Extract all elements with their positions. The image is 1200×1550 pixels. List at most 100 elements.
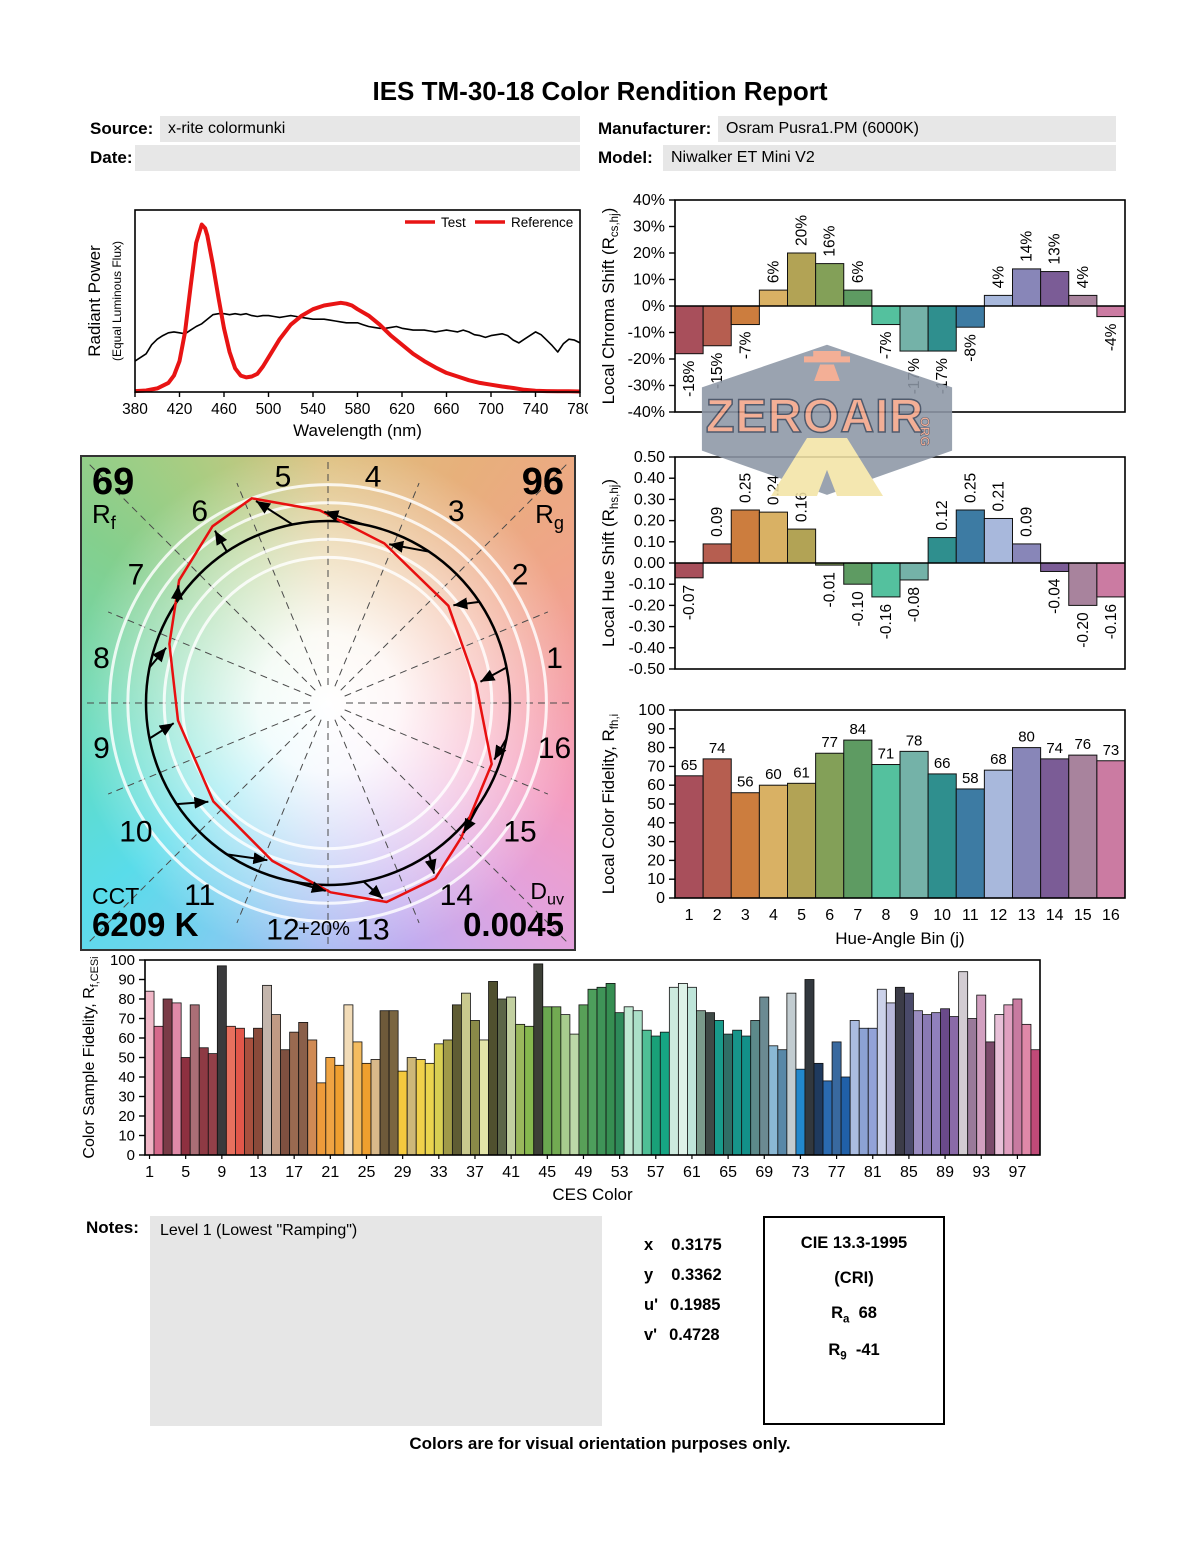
bar-label: -0.20 — [1075, 612, 1092, 648]
shift-arrow-bin-15 — [462, 803, 481, 834]
bar-ces-97 — [1012, 998, 1023, 1156]
bar-ces-64 — [714, 1020, 724, 1156]
bar-ces-77 — [831, 1041, 842, 1156]
bar-ces-23 — [343, 1004, 354, 1156]
bar-ces-61 — [687, 986, 697, 1156]
bar-value-label: 76 — [1074, 736, 1091, 753]
x-tick-label: 29 — [394, 1164, 412, 1181]
bar-bin-9 — [899, 305, 929, 352]
bar-bin-4 — [758, 784, 788, 899]
y-tick-label: 30 — [118, 1089, 135, 1106]
bar-ces-33 — [433, 1043, 444, 1156]
test-polygon — [168, 497, 493, 904]
bar-value-label: 56 — [737, 774, 754, 791]
hue-boundary-line — [236, 482, 322, 687]
bar-value-label: 61 — [793, 764, 810, 781]
bar-label: 16% — [822, 225, 839, 256]
bar-ces-39 — [488, 981, 498, 1156]
bar-bin-2 — [702, 758, 732, 899]
x-tick-label: 93 — [972, 1164, 990, 1181]
bar-bin-5 — [787, 782, 817, 899]
bar-value-label: 78 — [906, 732, 923, 749]
y-tick-label: 50 — [647, 796, 665, 813]
bar-ces-89 — [940, 1008, 950, 1156]
bar-ces-58 — [659, 1031, 670, 1156]
bar-ces-95 — [994, 1014, 1005, 1156]
bar-label: 0.12 — [934, 500, 951, 530]
bar-bin-9 — [899, 750, 929, 899]
x-tick-label: 540 — [300, 401, 326, 418]
x-tick-label: 49 — [575, 1164, 593, 1181]
bar-ces-9 — [216, 965, 227, 1156]
date-value — [135, 145, 580, 171]
x-tick-label: 11 — [962, 907, 979, 924]
x-tick-label: 81 — [864, 1164, 882, 1181]
hue-boundary-line — [344, 709, 549, 795]
hue-boundary-line — [334, 482, 420, 687]
page-title: IES TM-30-18 Color Rendition Report — [372, 76, 828, 106]
bar-ces-73 — [795, 1068, 806, 1156]
y-tick-label: 0.40 — [634, 470, 665, 487]
cvg-bin-label: 13 — [356, 914, 389, 947]
bar-ces-99 — [1030, 1049, 1041, 1156]
bar-ces-72 — [786, 992, 797, 1156]
x-tick-label: 73 — [792, 1164, 810, 1181]
bar-ces-31 — [415, 1059, 426, 1156]
rg-score: 96 Rg — [521, 461, 564, 534]
bar-label: -17% — [934, 358, 951, 394]
x-tick-label: 780 — [567, 401, 588, 418]
shift-arrow-bin-11 — [226, 852, 268, 865]
x-tick-label: 380 — [122, 401, 148, 418]
legend-reference-label: Reference — [511, 215, 573, 230]
bar-bin-2 — [702, 543, 732, 564]
hue-boundary-line — [344, 611, 549, 697]
cvg-bin-label: 6 — [191, 495, 208, 528]
y-tick-label: 100 — [638, 702, 665, 719]
bar-ces-7 — [198, 1047, 209, 1156]
notes-label: Notes: — [86, 1218, 139, 1237]
y-tick-label: 0.50 — [634, 449, 665, 466]
bar-bin-16 — [1096, 760, 1126, 899]
shift-arrow-bin-5 — [255, 500, 294, 526]
bar-label: 4% — [990, 266, 1007, 289]
bar-label: 0.25 — [962, 473, 979, 503]
bar-ces-69 — [759, 996, 770, 1156]
y-tick-label: 40% — [633, 192, 665, 209]
bar-ces-79 — [849, 1020, 860, 1156]
x-tick-label: 420 — [167, 401, 193, 418]
chromaticity-x: x 0.3175 — [644, 1236, 722, 1254]
x-axis-title: Hue-Angle Bin (j) — [835, 929, 964, 948]
bar-value-label: 74 — [1046, 740, 1063, 757]
bar-bin-8 — [871, 305, 901, 326]
cvg-bin-label: 16 — [538, 732, 571, 765]
bar-ces-59 — [668, 986, 679, 1156]
shift-arrow-bin-16 — [493, 738, 508, 761]
hue-boundary-line — [236, 719, 322, 924]
x-tick-label: 97 — [1009, 1164, 1027, 1181]
bar-label: 0.21 — [990, 481, 1007, 511]
tspan: fh,i — [609, 714, 621, 729]
shift-arrow-bin-10 — [176, 796, 209, 809]
bar-ces-63 — [705, 1012, 715, 1156]
y-tick-label: 0 — [656, 890, 665, 907]
bar-bin-3 — [730, 792, 760, 899]
y-axis-title: Local Color Fidelity, Rfh,i — [600, 714, 621, 894]
x-tick-label: 45 — [538, 1164, 556, 1181]
bar-ces-43 — [524, 1025, 535, 1156]
bar-ces-81 — [867, 1027, 878, 1156]
bar-ces-37 — [470, 1020, 480, 1156]
bar-bin-16 — [1096, 562, 1126, 598]
bar-ces-70 — [768, 1045, 779, 1156]
bar-ces-28 — [388, 1010, 399, 1156]
x-tick-label: 14 — [1046, 907, 1064, 924]
bar-value-label: 80 — [1018, 729, 1035, 746]
bar-bin-7 — [843, 289, 873, 307]
bar-value-label: 66 — [934, 755, 951, 772]
bar-label: 0.24 — [765, 475, 782, 506]
y-tick-label: 90 — [118, 972, 135, 989]
bar-label: 13% — [1047, 233, 1064, 264]
bar-bin-4 — [758, 511, 788, 564]
bar-bin-5 — [787, 528, 817, 564]
cri-standard: CIE 13.3-1995 — [800, 1234, 908, 1252]
bar-ces-15 — [271, 1014, 282, 1156]
